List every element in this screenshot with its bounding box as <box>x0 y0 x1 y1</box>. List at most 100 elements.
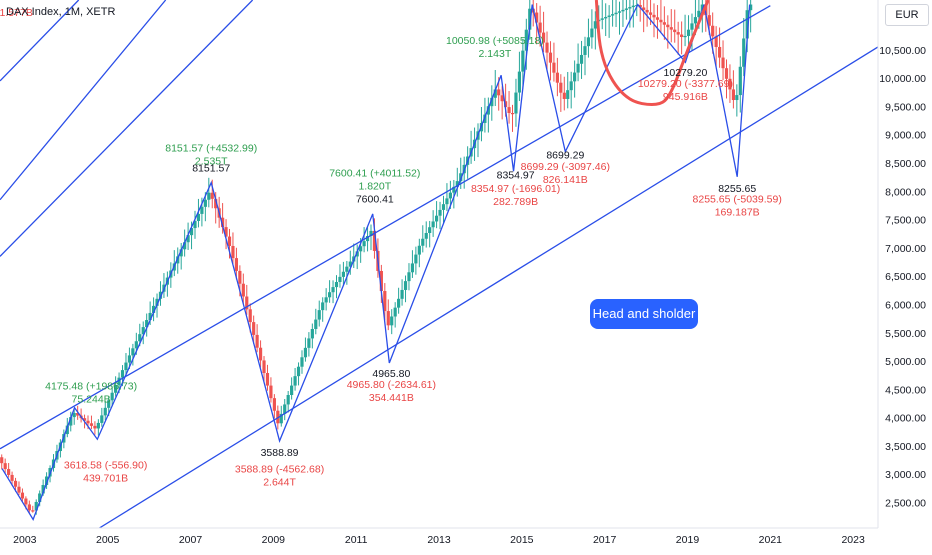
candle-body <box>158 291 163 299</box>
candle-body <box>196 213 201 221</box>
candle-body <box>100 415 104 423</box>
candle-body <box>410 263 415 273</box>
candle-body <box>93 425 97 429</box>
candle-body <box>662 22 666 25</box>
candle-body <box>148 312 152 321</box>
candle-body <box>141 327 145 335</box>
candle-body <box>131 348 135 356</box>
candle-body <box>745 10 749 39</box>
candle-body <box>521 50 525 72</box>
candle-body <box>448 192 452 199</box>
candle-body <box>700 4 704 11</box>
candle-body <box>566 90 570 99</box>
candle-body <box>69 417 73 426</box>
candle-body <box>117 377 121 386</box>
candle-body <box>331 287 335 293</box>
channel-line <box>0 0 167 201</box>
annotation-label: 10279.20 (-3377.69) <box>638 78 733 90</box>
candle-body <box>310 328 314 339</box>
candle-body <box>72 413 76 418</box>
candle-body <box>183 242 187 250</box>
candle-body <box>241 283 245 297</box>
candle-body <box>604 16 608 19</box>
candles <box>0 0 753 515</box>
candle-body <box>735 95 739 101</box>
candle-body <box>227 236 232 246</box>
candle-body <box>369 230 373 237</box>
candle-body <box>221 217 225 228</box>
candle-body <box>400 289 404 299</box>
x-tick-label: 2009 <box>262 534 286 546</box>
candle-body <box>711 25 715 37</box>
y-tick-label: 10,000.00 <box>879 73 926 85</box>
candle-body <box>103 407 107 416</box>
candle-body <box>138 334 142 342</box>
candle-body <box>528 8 532 30</box>
candle-body <box>24 498 28 505</box>
candle-body <box>583 46 587 55</box>
candle-body <box>379 270 383 292</box>
candle-body <box>44 476 49 485</box>
candle-body <box>510 112 515 115</box>
candle-body <box>731 89 735 101</box>
candle-body <box>407 272 411 282</box>
x-tick-label: 2013 <box>427 534 451 546</box>
note-bubble[interactable]: Head and sholder <box>590 299 698 329</box>
candle-body <box>693 17 698 24</box>
candle-body <box>321 302 325 311</box>
chart-title: DAX Index, 1M, XETR <box>6 6 116 18</box>
candle-body <box>414 254 418 264</box>
candle-body <box>555 72 559 83</box>
y-tick-label: 8,500.00 <box>885 158 926 170</box>
candle-body <box>434 215 439 222</box>
candle-body <box>127 355 132 363</box>
candle-body <box>245 296 249 310</box>
candle-body <box>459 173 463 182</box>
candle-body <box>258 347 263 361</box>
candle-body <box>455 181 459 187</box>
y-tick-label: 4,500.00 <box>885 384 926 396</box>
candle-body <box>707 15 711 26</box>
candle-body <box>114 385 118 393</box>
candle-body <box>20 492 25 499</box>
x-tick-label: 2017 <box>593 534 617 546</box>
candle-body <box>210 192 214 199</box>
x-tick-label: 2003 <box>13 534 37 546</box>
candle-body <box>348 261 352 267</box>
candle-body <box>728 78 732 90</box>
candle-body <box>307 338 311 348</box>
x-tick-label: 2023 <box>841 534 865 546</box>
candle-body <box>110 392 114 401</box>
candle-body <box>214 198 218 209</box>
candle-body <box>7 469 11 475</box>
candle-body <box>497 89 501 96</box>
candle-body <box>207 192 211 200</box>
candle-body <box>652 14 656 18</box>
currency-button[interactable]: EUR <box>885 4 929 26</box>
candle-body <box>393 307 397 317</box>
candle-body <box>445 198 449 205</box>
candle-body <box>490 97 494 107</box>
candle-body <box>686 29 691 36</box>
candle-body <box>704 4 708 16</box>
candle-body <box>669 27 673 30</box>
candle-body <box>559 82 563 93</box>
x-tick-label: 2021 <box>759 534 783 546</box>
candle-body <box>569 81 573 91</box>
candle-body <box>421 238 425 246</box>
channel-line <box>99 46 878 528</box>
annotation-label: 282.789B <box>493 196 538 208</box>
candle-body <box>362 241 366 247</box>
candle-body <box>607 15 611 17</box>
candle-body <box>573 72 577 82</box>
candle-body <box>38 493 42 502</box>
candle-body <box>383 291 387 312</box>
annotation-label: 4965.80 <box>372 368 410 380</box>
candle-body <box>621 9 625 12</box>
candle-body <box>252 322 256 335</box>
channel-line <box>0 0 80 82</box>
annotation-label: 2.143T <box>479 48 512 60</box>
candle-body <box>96 422 100 429</box>
